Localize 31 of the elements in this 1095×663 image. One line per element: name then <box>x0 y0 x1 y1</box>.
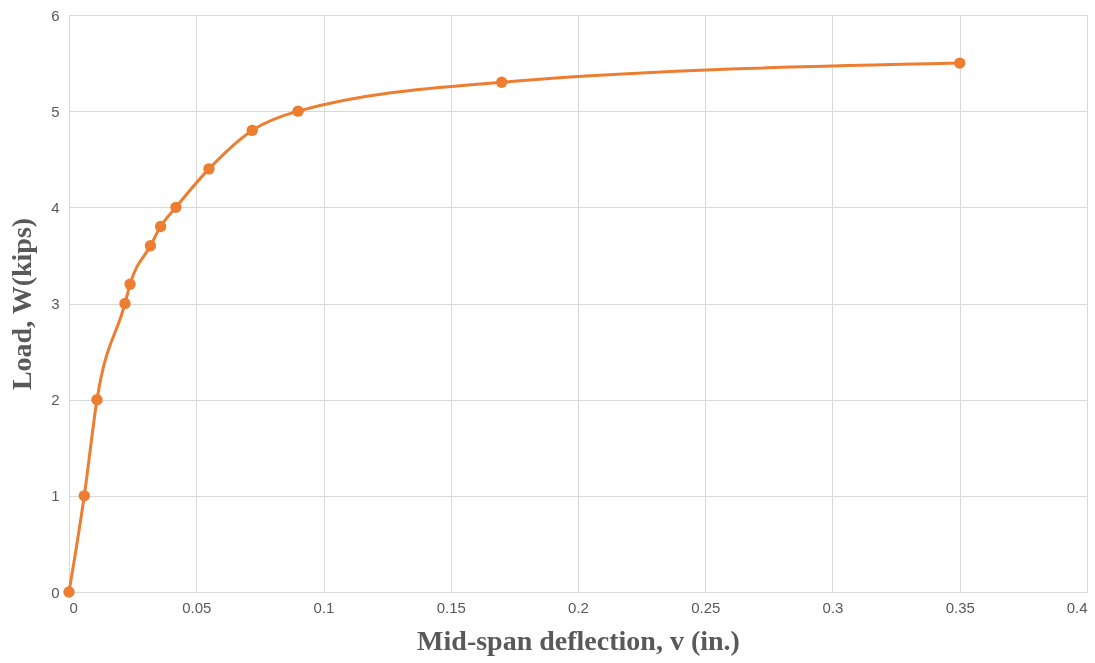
point <box>63 586 75 598</box>
point <box>124 278 136 290</box>
x-tick-label: 0.2 <box>568 598 589 616</box>
x-tick-label: 0.35 <box>945 598 975 616</box>
point <box>292 105 304 117</box>
x-tick-label: 0.1 <box>313 598 335 616</box>
point <box>246 124 258 137</box>
x-tick-label: 0.15 <box>436 598 466 616</box>
x-tick-label: 0.05 <box>182 598 212 616</box>
point <box>954 57 966 69</box>
y-tick-label: 6 <box>51 6 60 24</box>
y-tick-label: 0 <box>51 583 60 601</box>
point <box>144 240 157 252</box>
point <box>91 393 103 406</box>
point <box>495 76 508 89</box>
point <box>154 220 167 233</box>
y-axis-title: Load, W(kips) <box>6 217 38 391</box>
x-tick-label: 0.3 <box>822 598 844 616</box>
point <box>78 490 90 502</box>
y-tick-label: 5 <box>51 102 60 120</box>
y-tick-label: 1 <box>51 487 60 505</box>
x-axis-title: Mid-span deflection, v (in.) <box>417 624 740 656</box>
point <box>170 201 182 214</box>
y-tick-label: 4 <box>51 198 60 216</box>
x-tick-label: 0 <box>69 598 78 616</box>
x-tick-label: 0.4 <box>1066 598 1088 616</box>
y-tick-label: 2 <box>51 391 60 409</box>
y-tick-label: 3 <box>51 295 60 312</box>
x-tick-label: 0.25 <box>691 598 721 616</box>
point <box>119 297 131 310</box>
point <box>203 163 215 175</box>
